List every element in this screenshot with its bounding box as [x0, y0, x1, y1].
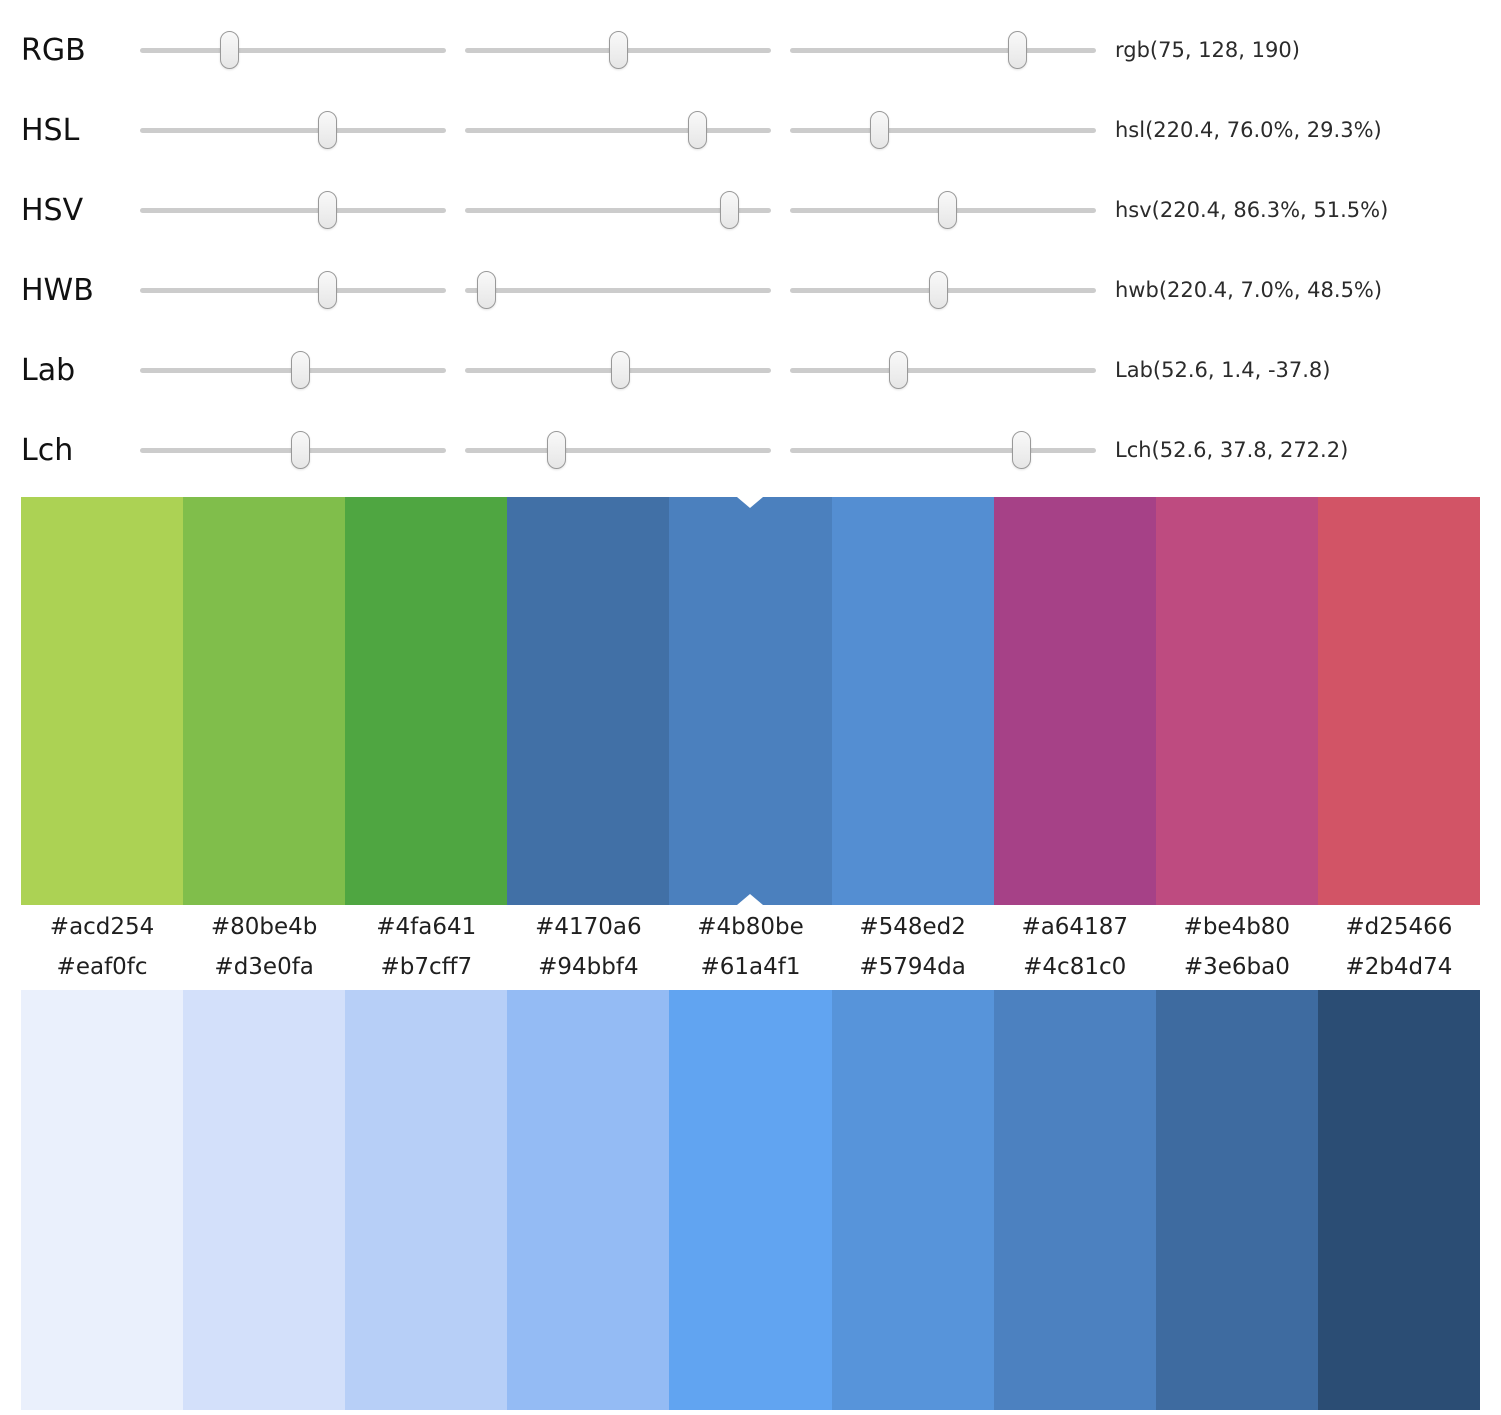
hwb-slider-track-1[interactable] [140, 271, 446, 309]
hsv-slider-track-2[interactable] [465, 191, 771, 229]
swatch-hex-label: #4c81c0 [1023, 954, 1127, 980]
swatch-hex-label: #a64187 [1021, 914, 1128, 940]
lab-slider-track-2[interactable] [465, 351, 771, 389]
rgb-slider-handle-1[interactable] [220, 31, 240, 69]
slider-panel: RGB rgb(75, 128, 190) HSL hsl(220.4, 76.0%,… [21, 10, 1480, 490]
color-value-text: rgb(75, 128, 190) [1115, 38, 1300, 62]
hsl-slider-track-2[interactable] [465, 111, 771, 149]
slider-row-hsl: HSL hsl(220.4, 76.0%, 29.3%) [21, 90, 1480, 170]
rgb-slider-handle-2[interactable] [609, 31, 629, 69]
slider-group-label: Lch [21, 432, 74, 468]
palette-swatch[interactable] [345, 497, 508, 905]
swatch-hex-label: #3e6ba0 [1183, 954, 1290, 980]
palette-swatch[interactable] [183, 497, 346, 905]
swatch-hex-label: #94bbf4 [538, 954, 639, 980]
palette-swatch[interactable] [669, 497, 832, 905]
palette-swatch[interactable] [1155, 497, 1318, 905]
hsv-slider-track-3[interactable] [790, 191, 1096, 229]
swatch-hex-label: #b7cff7 [380, 954, 473, 980]
lch-slider-track-3[interactable] [790, 431, 1096, 469]
palette-swatch[interactable] [993, 990, 1156, 1410]
color-value-text: hsl(220.4, 76.0%, 29.3%) [1115, 118, 1382, 142]
slider-row-hsv: HSV hsv(220.4, 86.3%, 51.5%) [21, 170, 1480, 250]
swatch-hex-label: #acd254 [49, 914, 155, 940]
hue-strip-labels: #acd254 #80be4b #4fa641 #4170a6 #4b80be #548e… [21, 905, 1480, 952]
hsv-slider-handle-3[interactable] [938, 191, 958, 229]
lab-slider-track-3[interactable] [790, 351, 1096, 389]
tint-strip [21, 990, 1480, 1410]
swatch-hex-label: #4fa641 [376, 914, 477, 940]
slider-group-label: HSL [21, 112, 80, 148]
lab-slider-handle-3[interactable] [888, 351, 908, 389]
lch-slider-track-1[interactable] [140, 431, 446, 469]
color-value-text: hsv(220.4, 86.3%, 51.5%) [1115, 198, 1389, 222]
color-value-text: Lab(52.6, 1.4, -37.8) [1115, 358, 1331, 382]
swatch-hex-label: #2b4d74 [1345, 954, 1453, 980]
selected-swatch-marker-top [737, 497, 764, 508]
hsv-slider-track-1[interactable] [140, 191, 446, 229]
hwb-slider-track-3[interactable] [790, 271, 1096, 309]
slider-group-label: Lab [21, 352, 76, 388]
hsl-slider-handle-3[interactable] [870, 111, 890, 149]
swatch-hex-label: #5794da [859, 954, 966, 980]
slider-row-lch: Lch Lch(52.6, 37.8, 272.2) [21, 410, 1480, 490]
palette-swatch[interactable] [345, 990, 508, 1410]
swatch-hex-label: #4b80be [697, 914, 804, 940]
palette-swatch[interactable] [1155, 990, 1318, 1410]
hwb-slider-handle-2[interactable] [476, 271, 496, 309]
palette-swatch[interactable] [1317, 990, 1480, 1410]
palette-swatch[interactable] [831, 497, 994, 905]
swatch-hex-label: #d25466 [1345, 914, 1453, 940]
hsv-slider-handle-1[interactable] [317, 191, 337, 229]
hue-strip [21, 497, 1480, 905]
hwb-slider-handle-1[interactable] [317, 271, 337, 309]
hsv-slider-handle-2[interactable] [719, 191, 739, 229]
slider-row-lab: Lab Lab(52.6, 1.4, -37.8) [21, 330, 1480, 410]
color-value-text: hwb(220.4, 7.0%, 48.5%) [1115, 278, 1383, 302]
hsl-slider-handle-1[interactable] [317, 111, 337, 149]
hsl-slider-track-1[interactable] [140, 111, 446, 149]
lab-slider-handle-2[interactable] [610, 351, 630, 389]
slider-group-label: HSV [21, 192, 84, 228]
palette-swatch[interactable] [1317, 497, 1480, 905]
selected-swatch-marker-bottom [737, 894, 764, 905]
lab-slider-track-1[interactable] [140, 351, 446, 389]
lch-slider-track-2[interactable] [465, 431, 771, 469]
color-value-text: Lch(52.6, 37.8, 272.2) [1115, 438, 1349, 462]
rgb-slider-track-1[interactable] [140, 31, 446, 69]
swatch-hex-label: #eaf0fc [56, 954, 148, 980]
lch-slider-handle-3[interactable] [1011, 431, 1031, 469]
slider-row-hwb: HWB hwb(220.4, 7.0%, 48.5%) [21, 250, 1480, 330]
palette-swatch[interactable] [831, 990, 994, 1410]
swatch-hex-label: #d3e0fa [214, 954, 314, 980]
hwb-slider-track-2[interactable] [465, 271, 771, 309]
lab-slider-handle-1[interactable] [291, 351, 311, 389]
hwb-slider-handle-3[interactable] [928, 271, 948, 309]
rgb-slider-track-2[interactable] [465, 31, 771, 69]
swatch-hex-label: #548ed2 [859, 914, 966, 940]
palette-swatch[interactable] [21, 990, 184, 1410]
rgb-slider-handle-3[interactable] [1008, 31, 1028, 69]
palette-swatch[interactable] [507, 497, 670, 905]
palette-swatch[interactable] [993, 497, 1156, 905]
rgb-slider-track-3[interactable] [790, 31, 1096, 69]
hsl-slider-track-3[interactable] [790, 111, 1096, 149]
palette-swatch[interactable] [183, 990, 346, 1410]
slider-group-label: HWB [21, 272, 94, 308]
swatch-hex-label: #be4b80 [1183, 914, 1291, 940]
palette-swatch[interactable] [507, 990, 670, 1410]
slider-row-rgb: RGB rgb(75, 128, 190) [21, 10, 1480, 90]
slider-group-label: RGB [21, 32, 86, 68]
tint-strip-labels: #eaf0fc #d3e0fa #b7cff7 #94bbf4 #61a4f1 #5794… [21, 952, 1480, 990]
lch-slider-handle-1[interactable] [291, 431, 311, 469]
lch-slider-handle-2[interactable] [546, 431, 566, 469]
swatch-hex-label: #80be4b [210, 914, 318, 940]
swatch-hex-label: #4170a6 [535, 914, 642, 940]
palette-swatch[interactable] [21, 497, 184, 905]
hsl-slider-handle-2[interactable] [688, 111, 708, 149]
palette-swatch[interactable] [669, 990, 832, 1410]
swatch-hex-label: #61a4f1 [700, 954, 801, 980]
